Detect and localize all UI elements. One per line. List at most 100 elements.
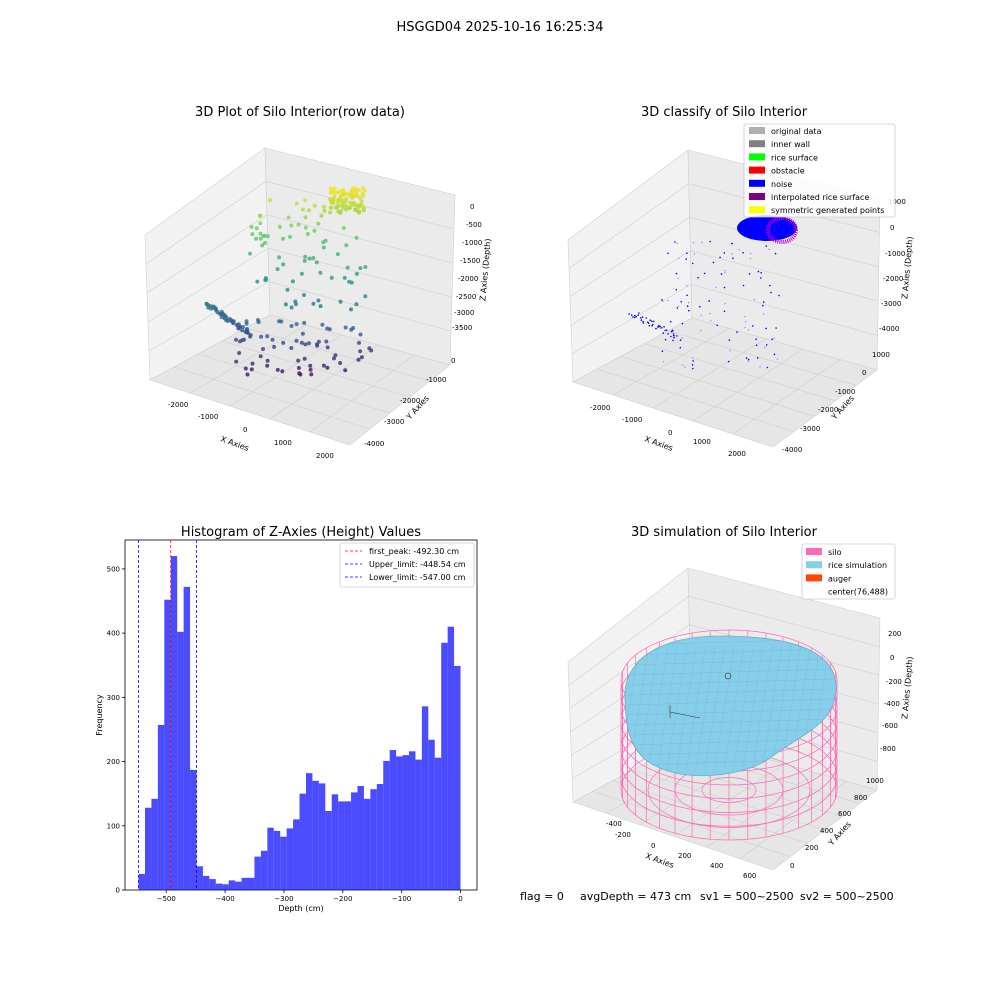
x-tick-label: −500 <box>157 895 176 903</box>
mesh-line <box>627 728 835 736</box>
legend-label: interpolated rice surface <box>771 193 869 202</box>
y-tick: -4000 <box>364 440 384 448</box>
noise-point <box>692 360 694 362</box>
grid-line <box>268 281 452 332</box>
raw-point <box>272 344 277 349</box>
raw-point <box>263 276 268 280</box>
histogram-bar <box>344 801 352 890</box>
histogram-bar <box>267 827 274 890</box>
noise-point <box>744 321 747 323</box>
mesh-line <box>704 644 726 771</box>
raw-point <box>289 324 294 328</box>
z-tick: -500 <box>466 221 482 229</box>
legend-swatch <box>749 140 765 148</box>
histogram-bar <box>177 631 184 890</box>
raw-point <box>300 331 305 336</box>
noise-point <box>703 272 706 275</box>
raw-point <box>279 319 284 324</box>
raw-point <box>341 226 346 231</box>
grid-line <box>612 328 730 396</box>
noise-point <box>699 305 701 308</box>
histogram-bar <box>190 769 197 890</box>
panel-raw-3d: 3D Plot of Silo Interior(row data) -2000… <box>144 105 493 460</box>
noise-point <box>662 300 664 302</box>
mesh-line <box>733 644 754 771</box>
raw-point <box>300 207 305 212</box>
grid-line <box>569 216 690 298</box>
noise-point <box>709 240 711 243</box>
noise-point <box>762 304 764 307</box>
noise-point <box>738 248 740 251</box>
noise-point <box>748 273 751 275</box>
raw-point <box>312 203 317 208</box>
raw-point <box>296 366 301 370</box>
z-tick: 1000 <box>888 198 906 206</box>
noise-point <box>731 242 733 245</box>
noise-point <box>691 364 694 366</box>
noise-point <box>731 252 733 255</box>
grid-line <box>569 624 690 709</box>
histogram-bar <box>157 724 165 890</box>
legend-label: rice surface <box>771 153 818 162</box>
noise-point <box>768 248 770 251</box>
z-tick: -800 <box>880 745 896 753</box>
grid-line <box>691 284 878 336</box>
x-tick-label: −200 <box>333 895 352 903</box>
legend-label: noise <box>771 180 792 189</box>
legend-swatch <box>749 127 765 134</box>
z-tick: 0 <box>890 654 894 662</box>
noise-point <box>752 325 754 327</box>
noise-point <box>742 251 744 254</box>
raw-point <box>329 205 334 210</box>
raw-point <box>237 351 242 355</box>
raw-point <box>306 341 311 346</box>
y-tick: 400 <box>820 827 833 835</box>
noise-point <box>728 339 731 341</box>
mesh-line <box>761 644 783 771</box>
noise-point <box>701 241 703 244</box>
mesh-line <box>627 648 835 656</box>
noise-point <box>662 361 665 363</box>
panel-raw-title: 3D Plot of Silo Interior(row data) <box>195 105 405 120</box>
histogram-bar <box>351 792 358 890</box>
noise-point <box>669 320 672 323</box>
raw-point <box>298 372 303 377</box>
panel-classify-title: 3D classify of Silo Interior <box>641 105 808 120</box>
raw-point <box>338 299 343 304</box>
noise-point <box>762 301 765 303</box>
noise-point <box>676 307 679 309</box>
grid-line <box>668 330 857 386</box>
histogram-x-label: Depth (cm) <box>278 904 323 913</box>
histogram-bar <box>260 850 268 890</box>
raw-point <box>356 357 361 362</box>
raw-point <box>303 342 308 347</box>
raw-point <box>316 339 321 344</box>
legend-label: first_peak: -492.30 cm <box>369 547 459 556</box>
raw-point <box>358 266 363 271</box>
raw-point <box>329 275 334 280</box>
x-tick: 0 <box>243 426 247 434</box>
grid-line <box>145 181 267 265</box>
y-tick: -1000 <box>835 388 855 396</box>
grid-line <box>173 366 371 430</box>
raw-point <box>319 213 324 218</box>
raw-point <box>308 363 313 368</box>
noise-point <box>661 350 664 353</box>
z-tick: 0 <box>890 224 894 232</box>
histogram-bar <box>196 866 203 890</box>
noise-point <box>675 289 678 291</box>
raw-point <box>345 265 350 270</box>
y-tick: -1000 <box>426 376 446 384</box>
raw-point <box>248 251 252 256</box>
x-tick: -1000 <box>622 416 642 424</box>
noise-point <box>692 241 695 244</box>
noise-point <box>749 257 752 260</box>
raw-points <box>204 186 374 377</box>
raw-point <box>349 327 354 332</box>
simulation-title: 3D simulation of Silo Interior <box>631 525 818 540</box>
x-tick: -2000 <box>168 401 188 409</box>
z-tick: -2000 <box>883 275 903 283</box>
grid-line <box>245 327 431 382</box>
noise-point <box>684 366 686 369</box>
